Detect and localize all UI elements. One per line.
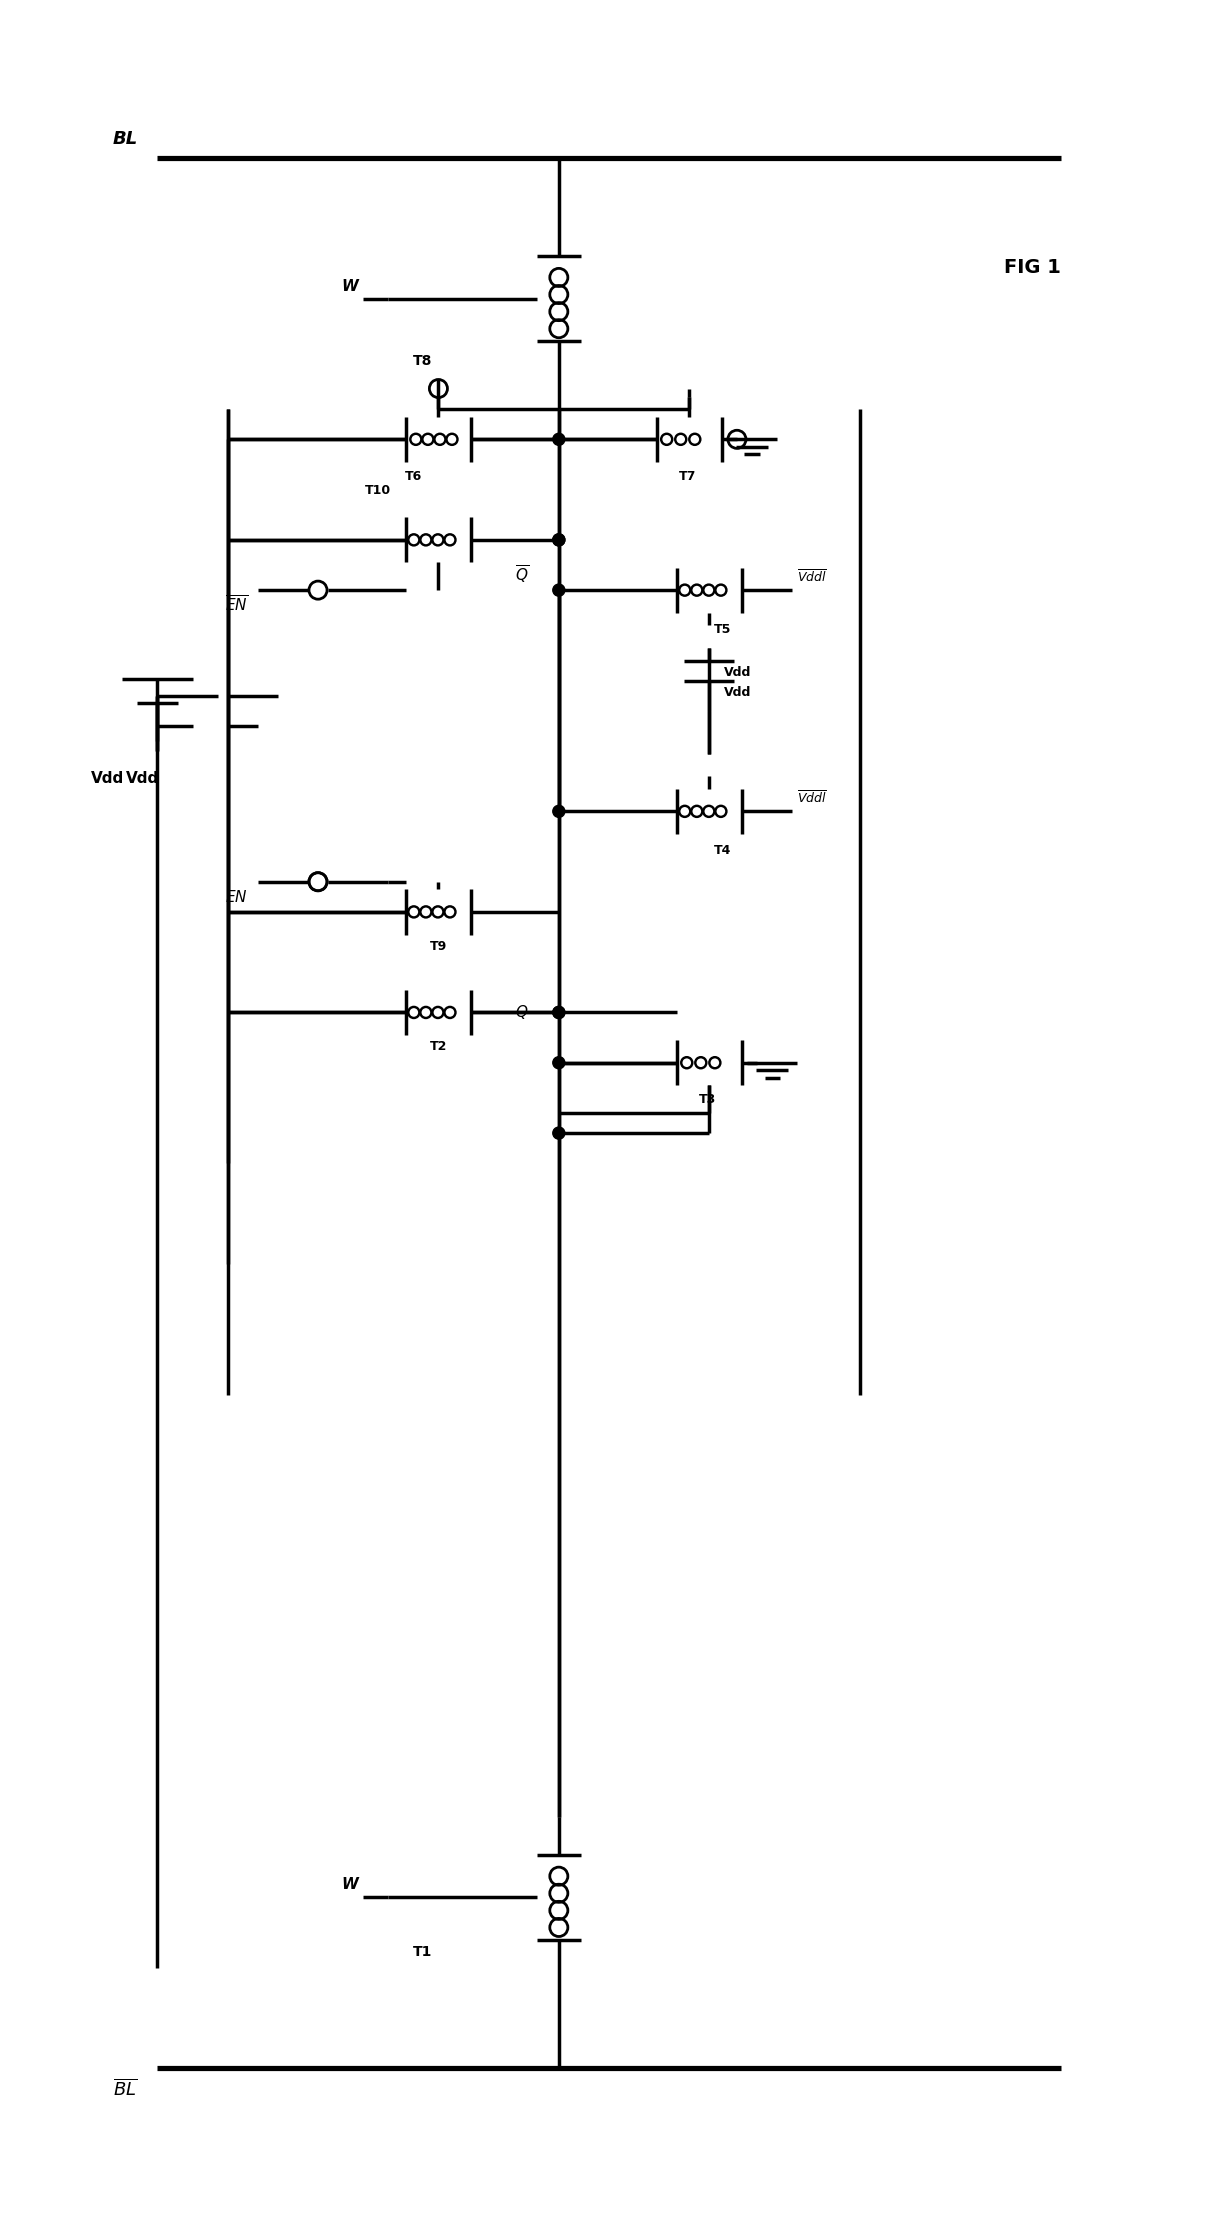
Text: W: W [341, 1877, 358, 1892]
Text: $\overline{Vddl}$: $\overline{Vddl}$ [797, 568, 827, 585]
Text: W: W [341, 278, 358, 294]
Text: T10: T10 [365, 483, 391, 496]
Circle shape [553, 1006, 565, 1020]
Text: T7: T7 [680, 470, 697, 483]
Text: T1: T1 [413, 1946, 432, 1959]
Text: Vdd: Vdd [725, 686, 752, 699]
Circle shape [553, 534, 565, 545]
Circle shape [553, 806, 565, 817]
Text: T5: T5 [715, 623, 732, 637]
Circle shape [553, 583, 565, 597]
Circle shape [553, 1057, 565, 1068]
Text: T6: T6 [404, 470, 421, 483]
Text: Vdd: Vdd [125, 770, 160, 786]
Text: T4: T4 [715, 844, 732, 857]
Text: T2: T2 [430, 1040, 447, 1053]
Text: T9: T9 [430, 939, 447, 953]
Text: $\overline{Q}$: $\overline{Q}$ [515, 563, 529, 585]
Circle shape [553, 534, 565, 545]
Text: BL: BL [112, 129, 138, 147]
Text: T8: T8 [413, 354, 432, 367]
Text: $\overline{BL}$: $\overline{BL}$ [113, 2079, 138, 2099]
Text: Vdd: Vdd [725, 666, 752, 679]
Text: FIG 1: FIG 1 [1004, 258, 1061, 278]
Circle shape [553, 1006, 565, 1020]
Circle shape [553, 434, 565, 445]
Circle shape [553, 1126, 565, 1140]
Text: $Q$: $Q$ [515, 1004, 529, 1022]
Text: Vdd: Vdd [90, 770, 124, 786]
Text: $\overline{Vddl}$: $\overline{Vddl}$ [797, 790, 827, 806]
Text: T3: T3 [699, 1093, 716, 1106]
Text: $\overline{EN}$: $\overline{EN}$ [225, 594, 247, 614]
Text: $EN$: $EN$ [225, 888, 247, 904]
